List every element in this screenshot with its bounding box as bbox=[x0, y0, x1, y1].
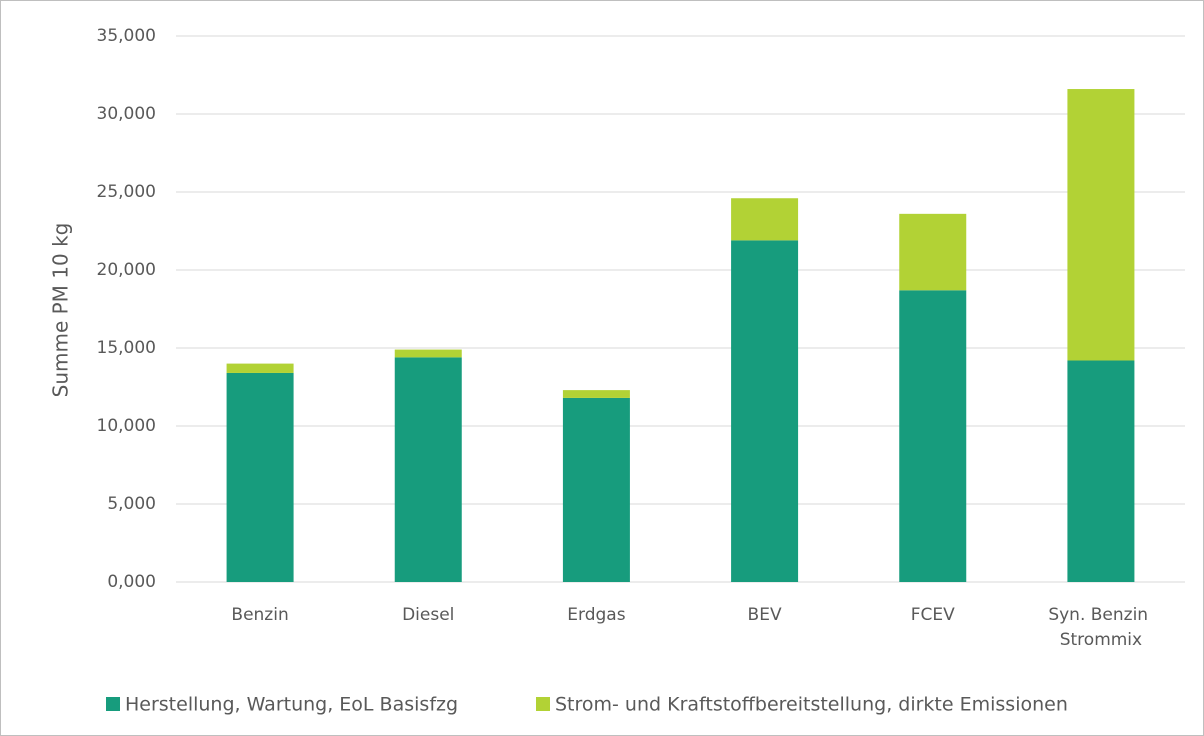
y-axis-label: Summe PM 10 kg bbox=[49, 223, 73, 398]
legend-label: Herstellung, Wartung, EoL Basisfzg bbox=[125, 694, 458, 716]
y-tick-label: 35,000 bbox=[97, 26, 156, 46]
x-tick-label: BEV bbox=[748, 605, 782, 625]
bar-segment bbox=[562, 390, 630, 398]
legend-label: Strom- und Kraftstoffbereitstellung, dir… bbox=[555, 694, 1068, 716]
bar-segment bbox=[226, 363, 294, 373]
y-tick-label: 20,000 bbox=[97, 260, 156, 280]
bar-segment bbox=[899, 213, 967, 291]
y-tick-label: 0,000 bbox=[107, 572, 156, 592]
legend-swatch bbox=[106, 697, 120, 711]
bar-segment bbox=[394, 357, 462, 582]
legend-swatch bbox=[536, 697, 550, 711]
bar-segment bbox=[731, 240, 799, 583]
bar-segment bbox=[226, 372, 294, 582]
x-tick-label: FCEV bbox=[911, 605, 955, 625]
x-tick-label: Erdgas bbox=[567, 605, 625, 625]
x-tick-label: Diesel bbox=[402, 605, 454, 625]
y-tick-label: 30,000 bbox=[97, 104, 156, 124]
y-tick-label: 25,000 bbox=[97, 182, 156, 202]
bar-segment bbox=[394, 349, 462, 358]
y-tick-label: 10,000 bbox=[97, 416, 156, 436]
x-tick-label: Syn. Benzin Strommix bbox=[1048, 605, 1153, 650]
bar-segment bbox=[731, 198, 799, 241]
bar-segment bbox=[1067, 360, 1135, 582]
bar-segment bbox=[899, 290, 967, 582]
y-tick-label: 15,000 bbox=[97, 338, 156, 358]
y-tick-label: 5,000 bbox=[107, 494, 156, 514]
x-tick-label: Benzin bbox=[231, 605, 288, 625]
bar-segment bbox=[1067, 89, 1135, 361]
bar-segment bbox=[562, 397, 630, 582]
